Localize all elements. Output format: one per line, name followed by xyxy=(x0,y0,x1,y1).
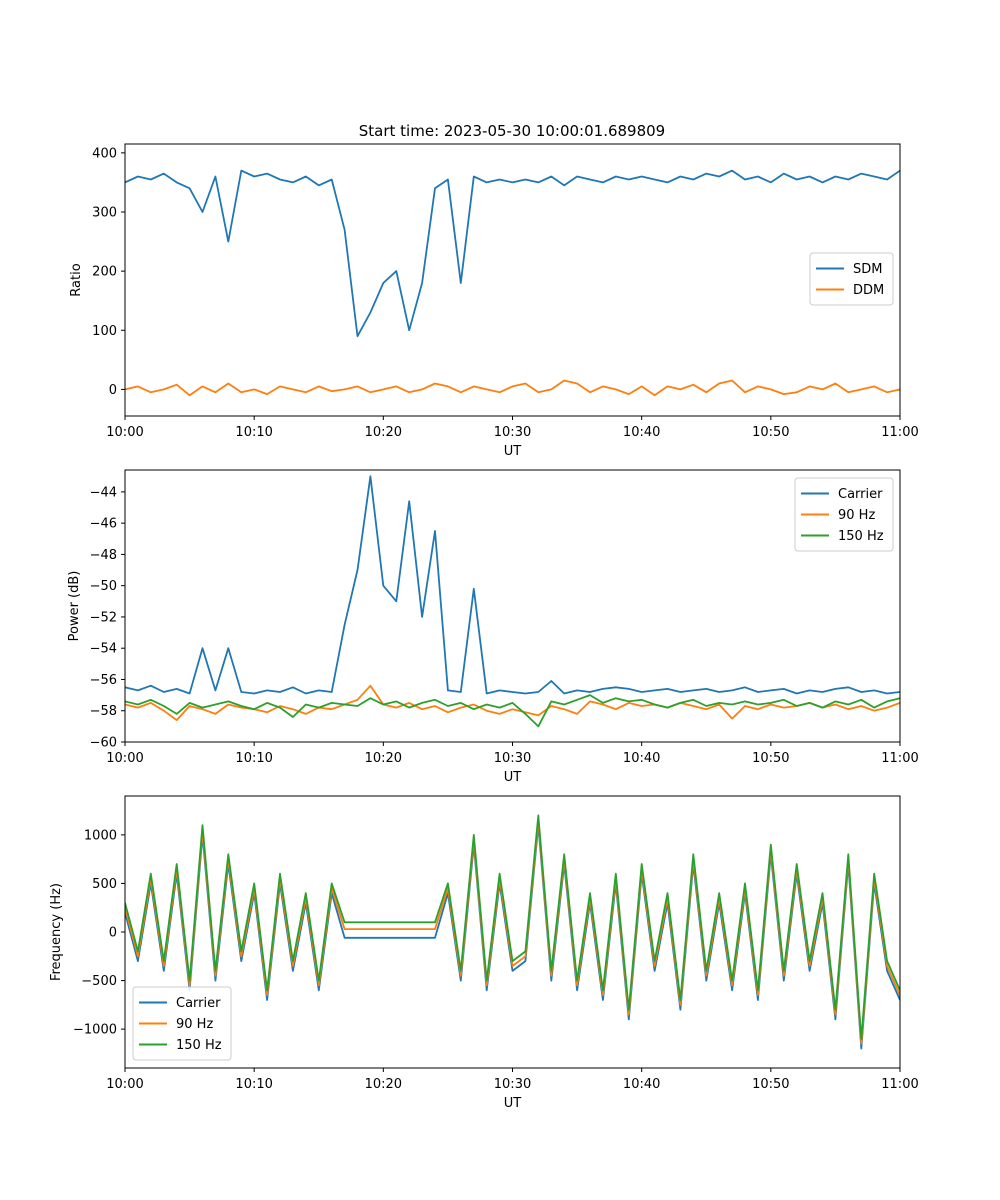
y-tick-label: 1000 xyxy=(84,828,117,843)
y-tick-label: −52 xyxy=(90,610,117,625)
series-line-150-hz xyxy=(125,814,900,1040)
x-tick-label: 10:50 xyxy=(752,751,789,766)
x-tick-label: 10:10 xyxy=(235,1077,272,1092)
y-axis-label: Frequency (Hz) xyxy=(49,883,64,981)
y-tick-label: −1000 xyxy=(73,1023,117,1038)
legend-entry: Carrier xyxy=(176,996,221,1011)
chart-title: Start time: 2023-05-30 10:00:01.689809 xyxy=(359,122,665,140)
y-tick-label: 300 xyxy=(92,206,117,221)
x-tick-label: 10:20 xyxy=(365,751,402,766)
y-tick-label: −44 xyxy=(90,485,117,500)
x-tick-label: 10:00 xyxy=(106,425,143,440)
y-tick-label: 400 xyxy=(92,146,117,161)
y-tick-label: −54 xyxy=(90,642,117,657)
y-tick-label: −58 xyxy=(90,704,117,719)
x-axis-label: UT xyxy=(504,444,522,459)
y-tick-label: −50 xyxy=(90,579,117,594)
x-tick-label: 11:00 xyxy=(881,751,918,766)
x-axis-label: UT xyxy=(504,770,522,785)
x-tick-label: 10:30 xyxy=(494,425,531,440)
series-line-150-hz xyxy=(125,694,900,728)
x-tick-label: 10:00 xyxy=(106,1077,143,1092)
x-tick-label: 10:10 xyxy=(235,751,272,766)
y-tick-label: −48 xyxy=(90,548,117,563)
x-tick-label: 11:00 xyxy=(881,425,918,440)
y-tick-label: 100 xyxy=(92,324,117,339)
legend-box xyxy=(809,252,894,306)
y-tick-label: 200 xyxy=(92,265,117,280)
series-line-ddm xyxy=(125,379,900,397)
x-tick-label: 10:50 xyxy=(752,1077,789,1092)
x-tick-label: 10:00 xyxy=(106,751,143,766)
y-tick-label: 500 xyxy=(92,877,117,892)
x-tick-label: 10:20 xyxy=(365,1077,402,1092)
legend: Carrier 90 Hz 150 Hz xyxy=(132,986,232,1061)
legend-entry: 90 Hz xyxy=(838,508,875,523)
series-line-sdm xyxy=(125,169,900,338)
x-axis-label: UT xyxy=(504,1096,522,1111)
legend-entry: 90 Hz xyxy=(176,1017,213,1032)
x-tick-label: 10:50 xyxy=(752,425,789,440)
series-line-carrier xyxy=(125,475,900,695)
x-tick-label: 11:00 xyxy=(881,1077,918,1092)
chart-panels: 10:00 10:10 10:20 10:30 10:40 10:50 11:00 0 100 2… xyxy=(49,143,919,1111)
x-tick-label: 10:30 xyxy=(494,1077,531,1092)
chart-panel-1: 10:00 10:10 10:20 10:30 10:40 10:50 11:00 0 100 2… xyxy=(69,143,919,459)
x-tick-label: 10:40 xyxy=(623,751,660,766)
y-tick-label: −46 xyxy=(90,517,117,532)
legend-entry: SDM xyxy=(853,262,882,277)
legend-box xyxy=(132,986,232,1061)
chart-panel-2: 10:00 10:10 10:20 10:30 10:40 10:50 11:00 −60 −5… xyxy=(67,469,919,785)
x-tick-label: 10:40 xyxy=(623,425,660,440)
legend: SDM DDM xyxy=(809,252,894,306)
legend-entry: Carrier xyxy=(838,487,883,502)
chart-panel-3: 10:00 10:10 10:20 10:30 10:40 10:50 11:00 −1000… xyxy=(49,795,919,1111)
legend-box xyxy=(794,477,894,552)
legend: Carrier 90 Hz 150 Hz xyxy=(794,477,894,552)
x-tick-label: 10:10 xyxy=(235,425,272,440)
y-tick-label: 0 xyxy=(109,926,117,941)
y-tick-label: −56 xyxy=(90,673,117,688)
x-tick-label: 10:20 xyxy=(365,425,402,440)
legend-entry: 150 Hz xyxy=(838,529,884,544)
y-axis-label: Ratio xyxy=(69,263,84,296)
y-tick-label: 0 xyxy=(109,383,117,398)
x-tick-label: 10:30 xyxy=(494,751,531,766)
x-tick-label: 10:40 xyxy=(623,1077,660,1092)
legend-entry: DDM xyxy=(853,283,884,298)
legend-entry: 150 Hz xyxy=(176,1038,222,1053)
y-tick-label: −500 xyxy=(81,974,117,989)
y-axis-label: Power (dB) xyxy=(67,571,82,642)
y-tick-label: −60 xyxy=(90,736,117,751)
